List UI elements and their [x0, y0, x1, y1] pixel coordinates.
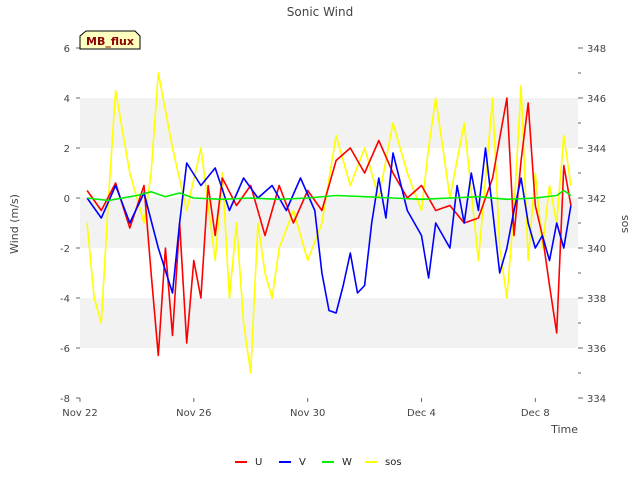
y-axis-left-label: Wind (m/s)	[8, 194, 21, 254]
legend-label-sos: sos	[385, 457, 402, 468]
series-line-W	[87, 189, 572, 202]
left-tick-label: 4	[64, 94, 70, 105]
right-axis-ticks: 334 336 338 340 342 344 346 348	[578, 44, 606, 405]
x-axis-label: Time	[550, 423, 578, 436]
left-tick-label: -8	[60, 394, 70, 405]
grid-band	[80, 198, 578, 248]
x-tick-label: Dec 4	[407, 408, 436, 419]
x-tick-label: Nov 22	[62, 408, 97, 419]
left-tick-label: -6	[60, 344, 70, 355]
legend-label-W: W	[342, 457, 352, 468]
grid-band	[80, 148, 578, 198]
y-axis-right-label: sos	[618, 215, 631, 233]
site-badge-label: MB_flux	[86, 35, 134, 48]
left-tick-label: 2	[64, 144, 70, 155]
left-tick-label: 0	[64, 194, 70, 205]
right-tick-label: 346	[587, 94, 606, 105]
right-tick-label: 338	[587, 294, 606, 305]
left-tick-label: -4	[60, 294, 70, 305]
plot-background-bands	[80, 48, 578, 398]
grid-band	[80, 48, 578, 98]
x-tick-label: Nov 30	[290, 408, 325, 419]
legend-label-U: U	[255, 457, 262, 468]
right-tick-label: 336	[587, 344, 606, 355]
site-badge-shape	[79, 30, 141, 50]
series-lines	[86, 72, 572, 374]
legend-label-V: V	[299, 457, 306, 468]
x-tick-label: Dec 8	[521, 408, 550, 419]
series-line-V	[86, 147, 572, 314]
right-tick-label: 340	[587, 244, 606, 255]
left-tick-label: -2	[60, 244, 70, 255]
right-tick-label: 344	[587, 144, 606, 155]
site-badge: MB_flux	[79, 30, 141, 50]
grid-band	[80, 348, 578, 398]
left-axis-ticks: -8 -6 -4 -2 0 2 4 6	[60, 44, 80, 405]
x-tick-label: Nov 26	[176, 408, 211, 419]
left-tick-label: 6	[64, 44, 70, 55]
right-tick-label: 342	[587, 194, 606, 205]
right-tick-label: 334	[587, 394, 606, 405]
right-tick-label: 348	[587, 44, 606, 55]
x-axis-ticks: Nov 22 Nov 26 Nov 30 Dec 4 Dec 8	[62, 398, 550, 419]
chart-title: Sonic Wind	[287, 5, 353, 19]
